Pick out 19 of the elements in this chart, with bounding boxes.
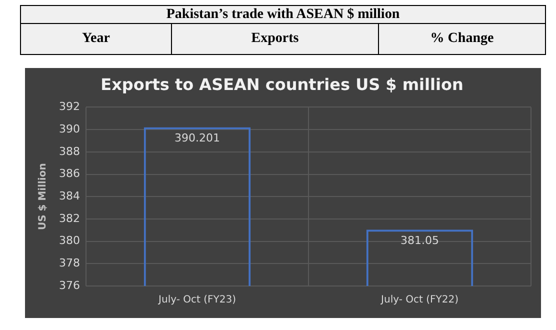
x-tick-label: July- Oct (FY23) (158, 294, 236, 306)
y-tick-label: 386 (58, 167, 80, 180)
data-label: 381.05 (400, 234, 439, 247)
x-tick-label: July- Oct (FY22) (380, 294, 459, 306)
y-tick-label: 378 (58, 256, 80, 270)
text: Exports (172, 24, 378, 54)
y-tick-label: 390 (58, 122, 80, 136)
chart-title: Exports to ASEAN countries US $ million (100, 74, 464, 94)
y-tick-label: 388 (58, 144, 80, 158)
y-tick-label: 384 (58, 189, 80, 202)
y-tick-label: 380 (58, 234, 80, 248)
y-tick-label: 376 (58, 278, 80, 292)
y-tick-label: 392 (58, 100, 80, 114)
data-label: 390.201 (174, 132, 220, 145)
y-tick-label: 382 (58, 212, 80, 225)
text: Year (20, 24, 172, 54)
text: Pakistan’s trade with ASEAN $ million (20, 6, 546, 24)
y-axis-title: US $ Million (38, 163, 49, 230)
text: % Change (378, 24, 546, 54)
